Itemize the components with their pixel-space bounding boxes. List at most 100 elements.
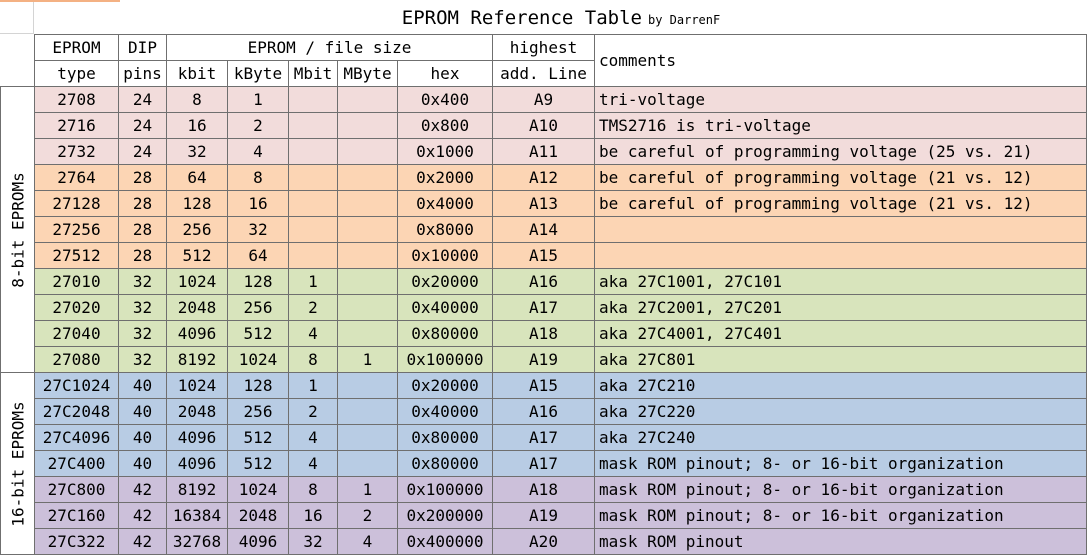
cell-mbit [288, 112, 338, 139]
cell-kbyte: 128 [227, 268, 289, 295]
cell-mbit: 4 [288, 450, 338, 477]
cell-kbit: 16 [166, 112, 228, 139]
cell-kbit: 512 [166, 242, 228, 269]
cell-pins: 40 [118, 398, 167, 425]
cell-kbyte: 128 [227, 372, 289, 399]
cell-line: A17 [492, 450, 595, 477]
cell-line: A12 [492, 164, 595, 191]
cell-line: A17 [492, 294, 595, 321]
cell-line: A15 [492, 372, 595, 399]
cell-mbyte [337, 320, 398, 347]
cell-comment: aka 27C2001, 27C201 [594, 294, 1087, 321]
cell-mbyte [337, 216, 398, 243]
cell-kbit: 256 [166, 216, 228, 243]
cell-mbit: 4 [288, 424, 338, 451]
cell-kbyte: 8 [227, 164, 289, 191]
table-row: 16-bit EPROMs 27C1024 40 1024 128 1 0x20000 A15… [0, 372, 1087, 555]
cell-type: 27C400 [34, 450, 119, 477]
table-row: 27C2048 40 2048 256 2 0x40000 A16 aka 27C220 [1, 398, 1087, 425]
cell-pins: 24 [118, 112, 167, 139]
cell-pins: 40 [118, 372, 167, 399]
cell-line: A19 [492, 346, 595, 373]
cell-kbyte: 2048 [227, 502, 289, 529]
cell-pins: 28 [118, 190, 167, 217]
cell-type: 27C160 [34, 502, 119, 529]
table-row: 2732 24 32 4 0x1000 A11 be careful of programm… [1, 138, 1087, 165]
cell-comment: aka 27C801 [594, 346, 1087, 373]
header-kbit: kbit [166, 60, 228, 87]
cell-line: A9 [492, 86, 595, 113]
cell-hex: 0x2000 [397, 164, 493, 191]
cell-type: 2708 [34, 86, 119, 113]
cell-mbyte [337, 242, 398, 269]
cell-kbyte: 512 [227, 424, 289, 451]
cell-hex: 0x20000 [397, 268, 493, 295]
cell-kbit: 32768 [166, 528, 228, 555]
cell-hex: 0x400000 [397, 528, 493, 555]
cell-line: A16 [492, 268, 595, 295]
cell-kbit: 4096 [166, 424, 228, 451]
cell-comment: aka 27C240 [594, 424, 1087, 451]
cell-comment: aka 27C1001, 27C101 [594, 268, 1087, 295]
cell-mbit [288, 138, 338, 165]
cell-kbyte: 16 [227, 190, 289, 217]
cell-comment: mask ROM pinout; 8- or 16-bit organizati… [594, 502, 1087, 529]
cell-mbit: 2 [288, 294, 338, 321]
cell-kbit: 64 [166, 164, 228, 191]
gridline [0, 33, 34, 34]
cell-mbit [288, 86, 338, 113]
cell-comment: be careful of programming voltage (21 vs… [594, 164, 1087, 191]
table-row: 27256 28 256 32 0x8000 A14 [1, 216, 1087, 243]
cell-kbit: 1024 [166, 268, 228, 295]
header-mbyte: MByte [337, 60, 398, 87]
cell-type: 27020 [34, 294, 119, 321]
cell-mbyte [337, 190, 398, 217]
cell-hex: 0x20000 [397, 372, 493, 399]
cell-mbit: 8 [288, 346, 338, 373]
table-row: 27080 32 8192 1024 8 1 0x100000 A19 aka 27C801 [1, 346, 1087, 373]
cell-type: 2716 [34, 112, 119, 139]
cell-kbyte: 1024 [227, 346, 289, 373]
cell-pins: 42 [118, 476, 167, 503]
cell-mbit [288, 242, 338, 269]
cell-hex: 0x100000 [397, 346, 493, 373]
cell-kbyte: 512 [227, 320, 289, 347]
cell-hex: 0x80000 [397, 450, 493, 477]
cell-kbyte: 1024 [227, 476, 289, 503]
header-add-line: add. Line [492, 60, 595, 87]
cell-comment: aka 27C4001, 27C401 [594, 320, 1087, 347]
cell-type: 27C4096 [34, 424, 119, 451]
cell-kbit: 2048 [166, 398, 228, 425]
cell-kbyte: 32 [227, 216, 289, 243]
cell-type: 27010 [34, 268, 119, 295]
cell-pins: 32 [118, 294, 167, 321]
cell-mbit: 1 [288, 372, 338, 399]
cell-mbyte [337, 112, 398, 139]
group-label-text: 16-bit EPROMs [8, 400, 27, 527]
cell-mbit: 4 [288, 320, 338, 347]
header-hex: hex [397, 60, 493, 87]
table-row: 27128 28 128 16 0x4000 A13 be careful of progr… [1, 190, 1087, 217]
cell-line: A19 [492, 502, 595, 529]
cell-pins: 40 [118, 450, 167, 477]
cell-hex: 0x100000 [397, 476, 493, 503]
cell-hex: 0x4000 [397, 190, 493, 217]
cell-mbyte: 1 [337, 346, 398, 373]
cell-comment: aka 27C220 [594, 398, 1087, 425]
cell-mbyte [337, 138, 398, 165]
cell-pins: 42 [118, 502, 167, 529]
cell-mbit: 8 [288, 476, 338, 503]
cell-comment: be careful of programming voltage (25 vs… [594, 138, 1087, 165]
cell-mbyte [337, 450, 398, 477]
cell-mbyte [337, 424, 398, 451]
cell-hex: 0x200000 [397, 502, 493, 529]
table-row: 27010 32 1024 128 1 0x20000 A16 aka 27C1001, 27… [1, 268, 1087, 295]
group-label-text: 8-bit EPROMs [8, 171, 27, 288]
cell-line: A10 [492, 112, 595, 139]
cell-pins: 40 [118, 424, 167, 451]
cell-pins: 28 [118, 164, 167, 191]
cell-kbit: 32 [166, 138, 228, 165]
table-row: 27512 28 512 64 0x10000 A15 [1, 242, 1087, 269]
cell-kbyte: 64 [227, 242, 289, 269]
cell-mbyte: 4 [337, 528, 398, 555]
